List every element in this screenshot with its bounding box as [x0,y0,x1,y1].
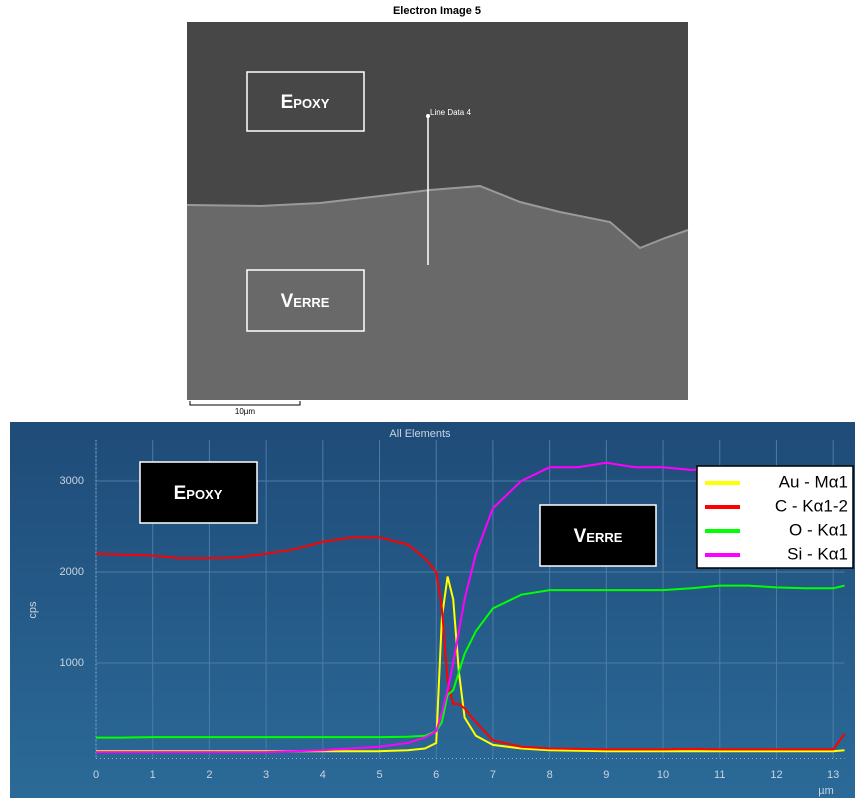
x-tick-label: 11 [714,769,725,781]
image-title: Electron Image 5 [393,5,481,17]
legend-label: O - Kα1 [789,520,848,539]
x-tick-label: 6 [433,769,439,781]
series-line [96,584,845,739]
y-axis-label: cps [27,601,39,619]
y-tick-label: 3000 [60,475,84,487]
legend-label: Si - Kα1 [787,544,848,563]
interface [186,184,689,250]
x-axis-label: µm [818,785,834,797]
annotation: Epoxy [174,483,223,504]
y-tick-label: 1000 [60,657,84,669]
x-tick-label: 1 [150,769,156,781]
x-tick-label: 10 [657,769,669,781]
annotation-box [539,504,657,567]
line-scan-start [426,114,430,118]
legend-label: C - Kα1-2 [775,496,848,515]
annotation-box [139,461,258,524]
label-verre: Verre [281,291,330,312]
label-box [246,269,365,332]
legend-label: Au - Mα1 [779,472,848,491]
x-tick-label: 3 [263,769,269,781]
x-tick-label: 4 [320,769,326,781]
x-tick-label: 13 [827,769,839,781]
scale-bar [189,401,301,406]
epoxy-region [187,22,688,248]
series-line [95,536,846,751]
x-tick-label: 8 [547,769,553,781]
x-tick-label: 7 [490,769,496,781]
x-tick-label: 0 [93,769,99,781]
chart-title: All Elements [389,428,451,440]
line-label: Line Data 4 [430,108,471,117]
x-tick-label: 9 [603,769,609,781]
annotation: Verre [574,526,623,547]
scale-label: 10µm [235,407,256,416]
x-tick-label: 2 [206,769,212,781]
x-tick-label: 12 [770,769,782,781]
y-tick-label: 2000 [60,566,84,578]
x-tick-label: 5 [376,769,382,781]
label-box [246,71,365,132]
label-epoxy: Epoxy [281,92,330,113]
